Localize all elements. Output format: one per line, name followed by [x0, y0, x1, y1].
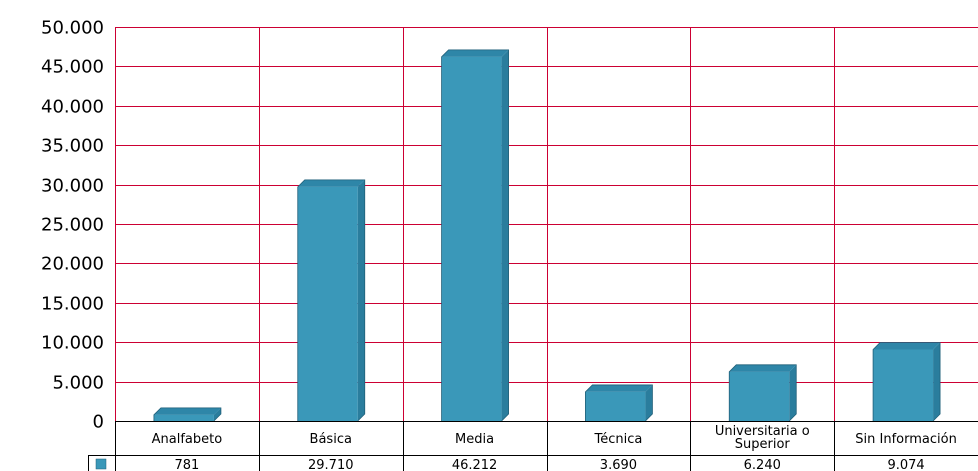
y-tick-label: 5.000 [52, 373, 104, 394]
bars [153, 49, 941, 422]
bar [153, 407, 222, 422]
y-tick-label: 40.000 [41, 97, 104, 118]
y-tick-label: 20.000 [41, 254, 104, 275]
category-label: Media [455, 432, 494, 447]
bar-front [441, 56, 502, 422]
category-label: Básica [310, 432, 352, 447]
category-label: Superior [735, 437, 791, 452]
y-tick-label: 30.000 [41, 176, 104, 197]
y-tick-label: 25.000 [41, 215, 104, 236]
bar-top [729, 364, 797, 372]
data-value-label: 9.074 [887, 458, 924, 471]
bar-side [645, 384, 653, 421]
legend-swatch [95, 458, 107, 470]
bar [441, 49, 509, 422]
bar-side [357, 179, 365, 421]
bar [728, 364, 797, 422]
y-tick-label: 45.000 [41, 57, 104, 78]
bar-outline [297, 179, 366, 422]
bar-outline [441, 49, 509, 422]
category-label: Universitaria o [715, 424, 810, 439]
bar-front [873, 349, 934, 421]
y-axis: 0 5.000 10.000 15.000 20.000 25.000 30.000 35.0… [41, 18, 104, 433]
data-table: Analfabeto Básica Media Técnica Universitari… [88, 421, 978, 471]
y-tick-label: 35.000 [41, 136, 104, 157]
bar-top [153, 407, 221, 415]
bar-top [297, 179, 365, 187]
y-tick-label: 50.000 [41, 18, 104, 39]
y-tick-label: 0 [93, 412, 104, 433]
bar-front [585, 391, 646, 421]
bar-front [297, 186, 358, 421]
data-value-label: 46.212 [452, 458, 498, 471]
bar-outline [728, 364, 797, 422]
bar-front [153, 414, 214, 421]
bar-side [501, 49, 509, 422]
grid [115, 27, 978, 421]
bar-side [789, 364, 797, 421]
bar-outline [585, 384, 653, 422]
data-value-label: 29.710 [308, 458, 354, 471]
bar-side [933, 342, 941, 421]
bar-top [441, 49, 509, 57]
bar [872, 342, 941, 422]
bar-front [729, 371, 790, 421]
bar-side [213, 407, 221, 421]
y-tick-label: 10.000 [41, 333, 104, 354]
y-tick-label: 15.000 [41, 294, 104, 315]
data-value-label: 6.240 [744, 458, 781, 471]
category-label: Analfabeto [152, 432, 223, 447]
bar [585, 384, 653, 422]
bar-outline [153, 407, 222, 422]
bar-outline [872, 342, 941, 422]
bar-top [873, 342, 941, 350]
bar-top [585, 384, 653, 392]
data-value-label: 781 [175, 458, 200, 471]
bar [297, 179, 366, 422]
data-value-label: 3.690 [600, 458, 637, 471]
category-label: Técnica [593, 432, 642, 447]
category-label: Sin Información [855, 432, 957, 447]
